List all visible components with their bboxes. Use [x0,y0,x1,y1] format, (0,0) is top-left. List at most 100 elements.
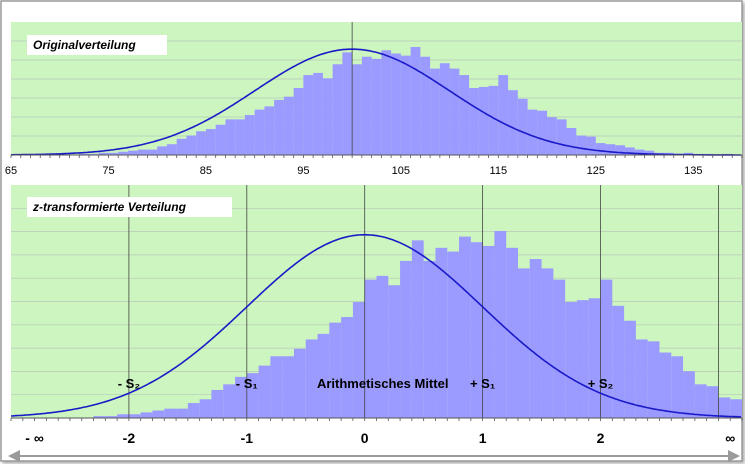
histogram-bar [459,75,470,155]
histogram-bar [371,58,382,155]
histogram-bar [342,52,353,155]
histogram-bar [376,275,389,418]
x-tick-label: 95 [297,165,309,177]
x-tick-label: 2 [597,430,605,446]
histogram-bar [527,109,538,155]
histogram-bar [258,365,271,418]
histogram-bar [494,231,507,418]
histogram-bar [199,399,212,418]
histogram-bar [152,410,165,418]
histogram-bar [205,129,216,155]
histogram-bar [313,72,323,155]
histogram-bar [553,279,566,418]
histogram-bar [223,384,236,418]
histogram-bar [595,143,606,155]
histogram-bar [215,124,226,155]
histogram-bar [566,128,577,155]
histogram-bar [506,247,518,418]
histogram-bar [624,320,636,418]
top-tick-labels: 65 75 85 95 105 115 125 135 [5,165,703,177]
top-minor-ticks [10,155,743,158]
histogram-bar [634,149,645,155]
histogram-bar [488,85,499,155]
histogram-bar [381,50,392,155]
histogram-bar [341,317,353,418]
histogram-bar [282,356,294,418]
histogram-bar [647,341,660,418]
histogram-bar [388,285,401,418]
histogram-bar [430,68,440,155]
histogram-bar [283,96,294,155]
histogram-bar [147,149,158,155]
histogram-bar [352,64,362,155]
histogram-bar [166,144,177,155]
histogram-bar [644,150,655,155]
histogram-bar [235,376,247,418]
histogram-bar [537,110,548,155]
bottom-title-box [27,197,232,217]
annotation-label: + S₁ [470,376,495,391]
histogram-bar [694,384,707,418]
histogram-bar [117,414,129,418]
histogram-bar [293,88,304,155]
histogram-bar [176,138,187,155]
axis-arrow [8,450,740,462]
x-tick-label: 85 [200,165,212,177]
x-tick-label: -1 [241,430,254,446]
histogram-bar [274,99,284,155]
histogram-bar [400,260,412,418]
histogram-bar [93,416,106,418]
x-tick-label: 135 [684,165,702,177]
histogram-bar [176,408,188,418]
histogram-bar [470,242,483,418]
histogram-bar [118,151,128,155]
top-histogram [79,47,733,156]
histogram-bar [400,55,411,155]
histogram-bar [79,153,89,155]
histogram-bar [517,98,528,155]
histogram-bar [332,64,343,155]
histogram-bar [186,135,197,155]
histogram-bar [137,149,148,155]
histogram-bar [541,268,554,418]
histogram-bar [498,75,509,155]
bottom-title: z-transformierte Verteilung [32,200,187,214]
histogram-bar [105,416,118,418]
histogram-bar [420,56,431,155]
histogram-bar [187,403,200,418]
histogram-bar [459,236,471,418]
histogram-bar [718,397,731,418]
histogram-bar [352,302,365,418]
x-tick-label: 115 [490,165,508,177]
x-tick-label: 65 [5,165,17,177]
histogram-bar [410,47,421,155]
histogram-bar [225,119,236,155]
bottom-minor-ticks [10,418,743,421]
histogram-bar [254,109,265,155]
histogram-bar [635,339,648,418]
bottom-chart: z-transformierte Verteilung - S₂ - S₁ Arit… [8,185,743,462]
histogram-bar [600,279,613,418]
histogram-bar [293,348,306,418]
x-tick-label: ∞ [725,430,735,446]
histogram-bar [615,145,626,155]
histogram-bar [576,135,587,155]
histogram-bar [157,146,167,155]
histogram-bar [244,115,255,155]
histogram-bar [108,152,119,155]
x-tick-label: 0 [361,430,369,446]
x-tick-label: 75 [102,165,114,177]
histogram-bar [127,150,138,155]
annotation-label: Arithmetisches Mittel [317,376,448,391]
x-tick-label: - ∞ [25,430,44,446]
histogram-bar [98,152,109,155]
annotation-label: + S₂ [588,376,614,391]
histogram-bar [576,300,589,418]
histogram-bar [196,131,206,155]
histogram-bar [625,147,635,155]
histogram-bar [547,117,557,155]
histogram-bar [730,399,742,418]
histogram-bar [659,352,672,418]
bottom-annotations: - S₂ - S₁ Arithmetisches Mittel + S₁ + S₂ [118,376,614,391]
